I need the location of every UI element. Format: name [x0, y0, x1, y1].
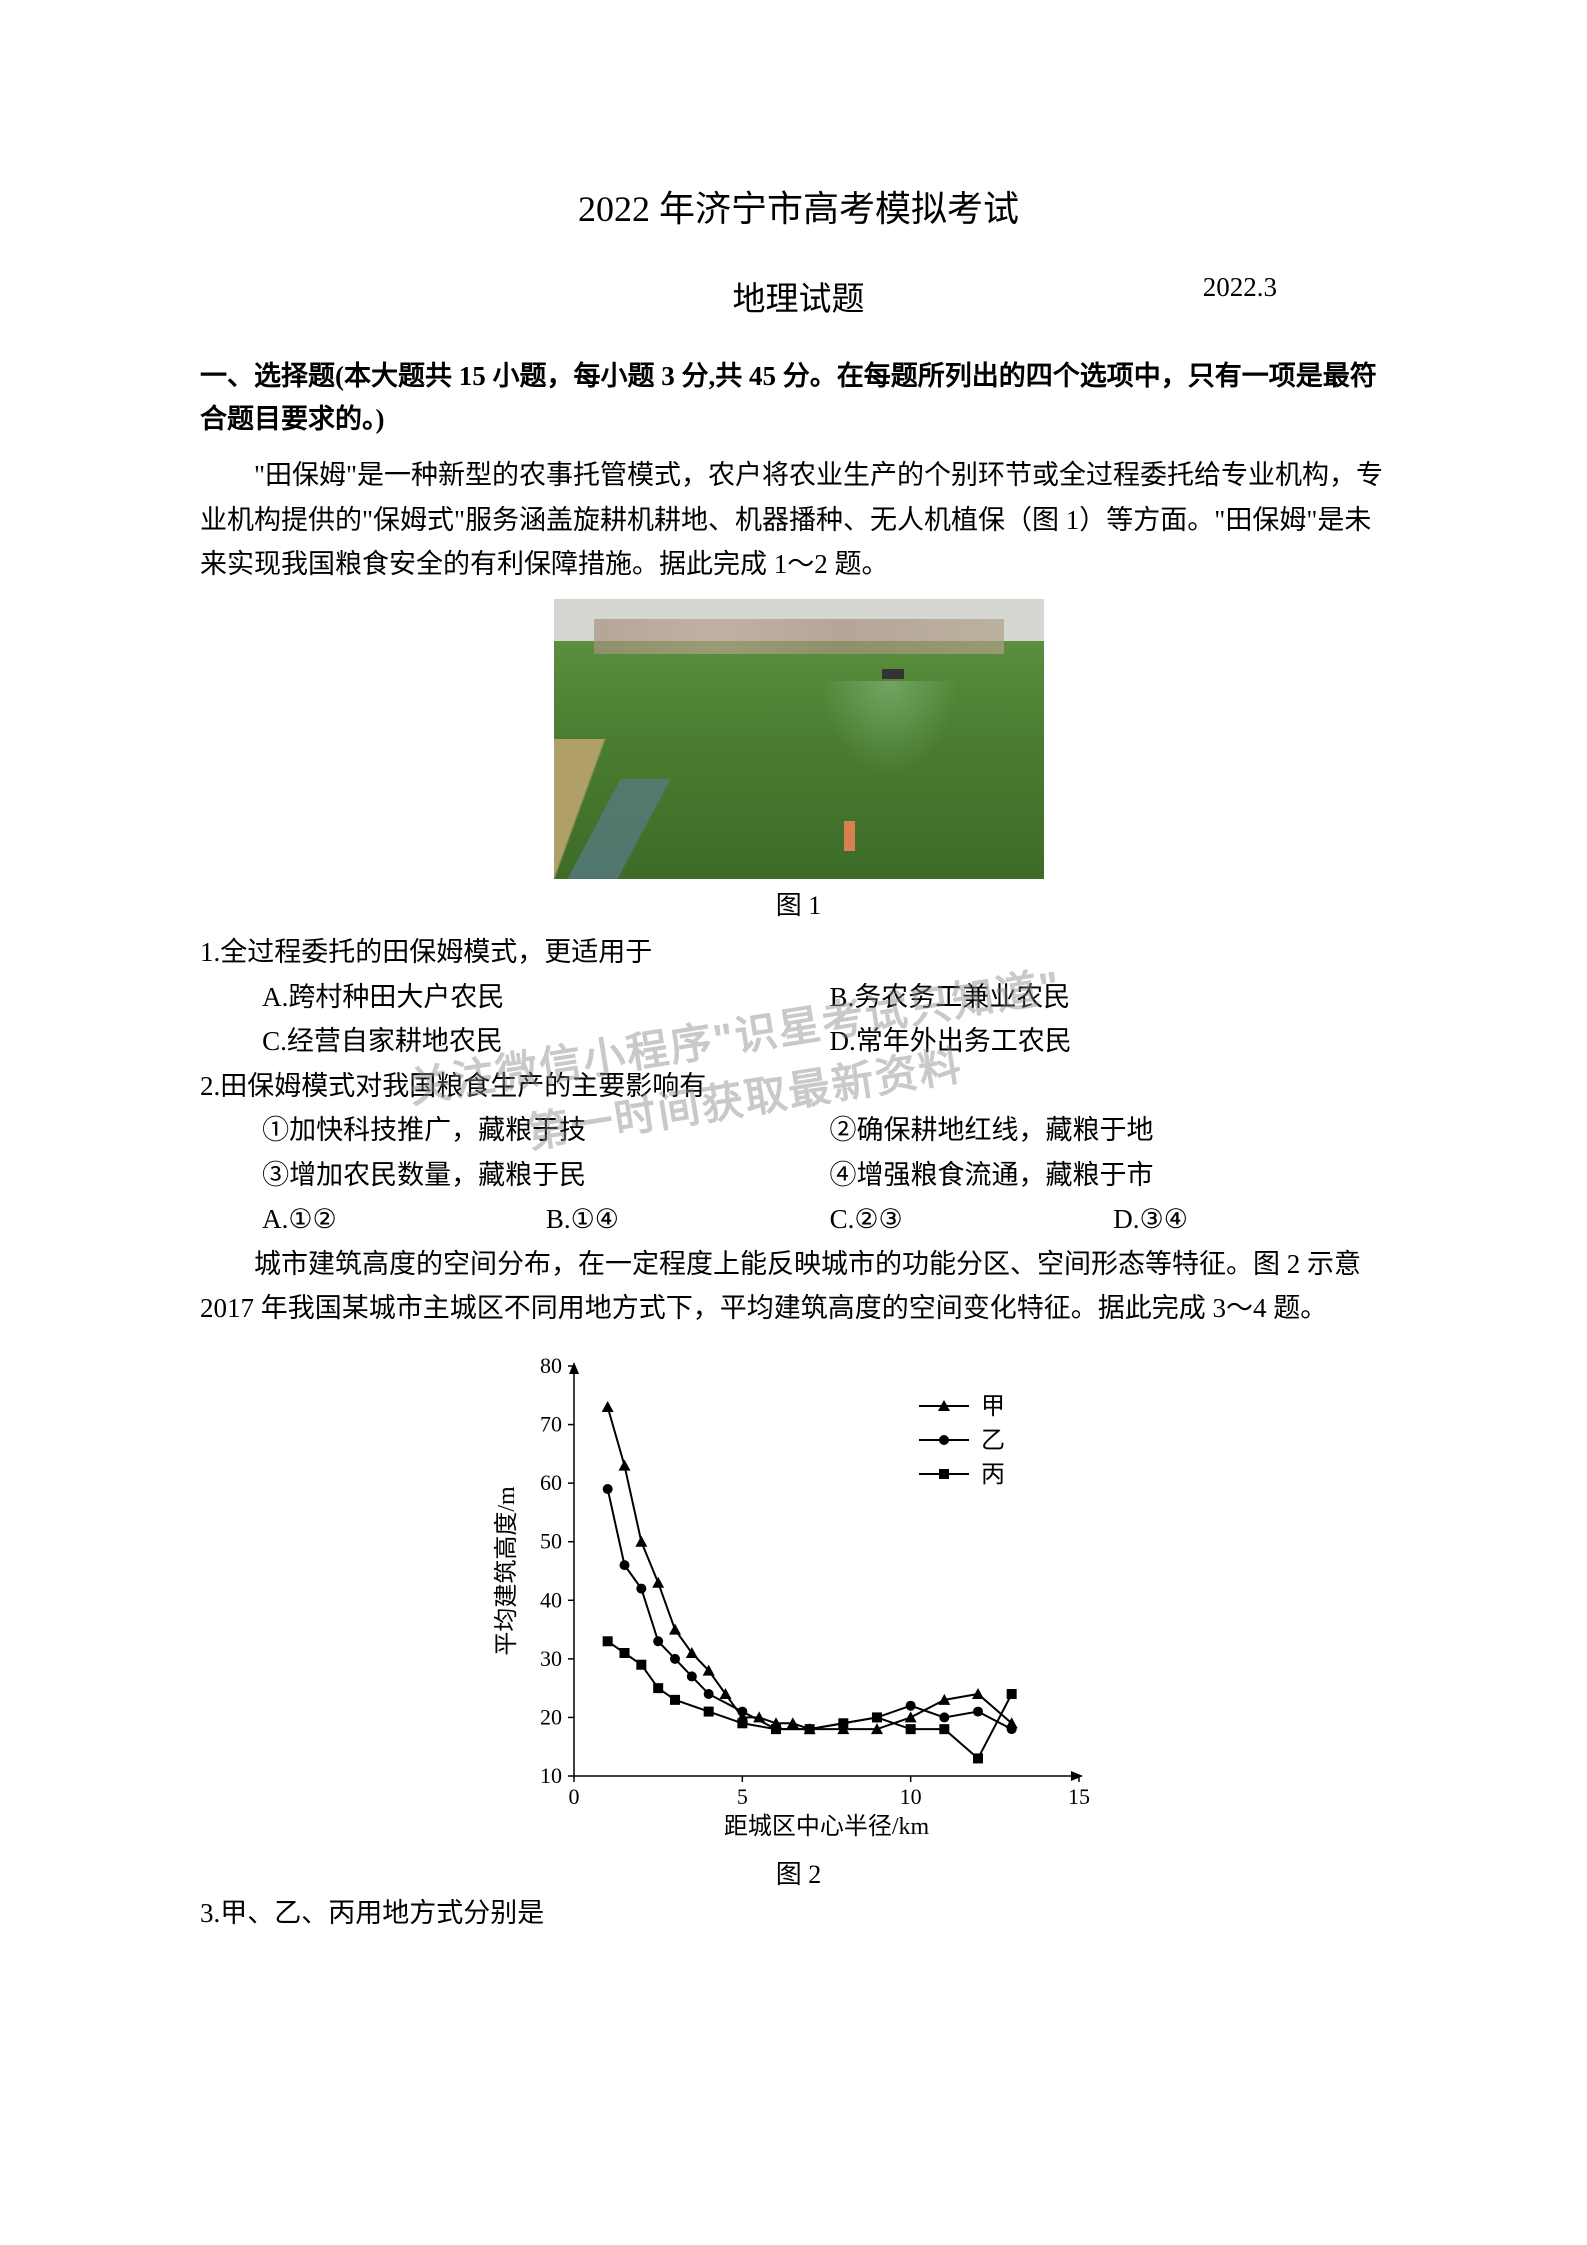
- passage-1: "田保姆"是一种新型的农事托管模式，农户将农业生产的个别环节或全过程委托给专业机…: [200, 453, 1397, 587]
- q2-options: A.①② B.①④ C.②③ D.③④: [200, 1197, 1397, 1242]
- svg-text:40: 40: [540, 1587, 562, 1612]
- svg-text:5: 5: [736, 1784, 747, 1809]
- person-icon: [844, 821, 855, 851]
- q1-options-row2: C.经营自家耕地农民 D.常年外出务工农民: [200, 1019, 1397, 1064]
- svg-text:10: 10: [540, 1763, 562, 1788]
- svg-text:20: 20: [540, 1704, 562, 1729]
- main-title: 2022 年济宁市高考模拟考试: [200, 180, 1397, 232]
- q1-optD: D.常年外出务工农民: [830, 1019, 1397, 1064]
- svg-text:0: 0: [568, 1784, 579, 1809]
- svg-text:50: 50: [540, 1529, 562, 1554]
- sub-header: 地理试题 2022.3: [200, 272, 1397, 320]
- chart-container: 10 20 30 40 50 60 70 80 0 5 10 15 距城区中心半径/km 平均建筑高度/m…: [479, 1346, 1119, 1846]
- q1-stem: 1.全过程委托的田保姆模式，更适用于: [200, 930, 1397, 975]
- q2-st2: ②确保耕地红线，藏粮于地: [830, 1108, 1397, 1153]
- figure-1-caption: 图 1: [200, 885, 1397, 922]
- q2-optD: D.③④: [1113, 1197, 1397, 1242]
- svg-text:距城区中心半径/km: 距城区中心半径/km: [723, 1813, 929, 1840]
- q2-statements-row1: ①加快科技推广，藏粮于技 ②确保耕地红线，藏粮于地: [200, 1108, 1397, 1153]
- q2-statements-row2: ③增加农民数量，藏粮于民 ④增强粮食流通，藏粮于市: [200, 1153, 1397, 1198]
- svg-text:甲: 甲: [981, 1394, 1005, 1420]
- section-header: 一、选择题(本大题共 15 小题，每小题 3 分,共 45 分。在每题所列出的四…: [200, 355, 1397, 441]
- svg-text:60: 60: [540, 1470, 562, 1495]
- svg-text:10: 10: [899, 1784, 921, 1809]
- q2-optB: B.①④: [546, 1197, 830, 1242]
- q1-optA: A.跨村种田大户农民: [262, 975, 829, 1020]
- figure-2-caption: 图 2: [200, 1854, 1397, 1891]
- q2-st3: ③增加农民数量，藏粮于民: [262, 1153, 829, 1198]
- q2-optA: A.①②: [262, 1197, 546, 1242]
- drone-icon: [882, 669, 904, 679]
- q1-optB: B.务农务工兼业农民: [830, 975, 1397, 1020]
- field-path: [554, 739, 634, 879]
- exam-date: 2022.3: [1203, 272, 1277, 303]
- q1-optC: C.经营自家耕地农民: [262, 1019, 829, 1064]
- sub-title: 地理试题: [733, 272, 865, 320]
- spray-effect: [814, 681, 964, 781]
- chart-svg: 10 20 30 40 50 60 70 80 0 5 10 15 距城区中心半径/km 平均建筑高度/m…: [479, 1346, 1119, 1846]
- svg-text:80: 80: [540, 1353, 562, 1378]
- passage-2: 城市建筑高度的空间分布，在一定程度上能反映城市的功能分区、空间形态等特征。图 2…: [200, 1242, 1397, 1331]
- svg-text:平均建筑高度/m: 平均建筑高度/m: [493, 1486, 520, 1656]
- q2-st1: ①加快科技推广，藏粮于技: [262, 1108, 829, 1153]
- figure-1-photo: [554, 599, 1044, 879]
- q2-optC: C.②③: [830, 1197, 1114, 1242]
- q2-st4: ④增强粮食流通，藏粮于市: [830, 1153, 1397, 1198]
- svg-text:30: 30: [540, 1646, 562, 1671]
- svg-text:丙: 丙: [981, 1462, 1005, 1488]
- q3-stem: 3.甲、乙、丙用地方式分别是: [200, 1891, 1397, 1936]
- svg-text:15: 15: [1068, 1784, 1090, 1809]
- q1-options-row1: A.跨村种田大户农民 B.务农务工兼业农民: [200, 975, 1397, 1020]
- figure-1-container: 图 1: [200, 599, 1397, 922]
- svg-text:70: 70: [540, 1412, 562, 1437]
- q2-stem: 2.田保姆模式对我国粮食生产的主要影响有: [200, 1064, 1397, 1109]
- svg-text:乙: 乙: [981, 1428, 1005, 1454]
- buildings-bg: [594, 619, 1004, 654]
